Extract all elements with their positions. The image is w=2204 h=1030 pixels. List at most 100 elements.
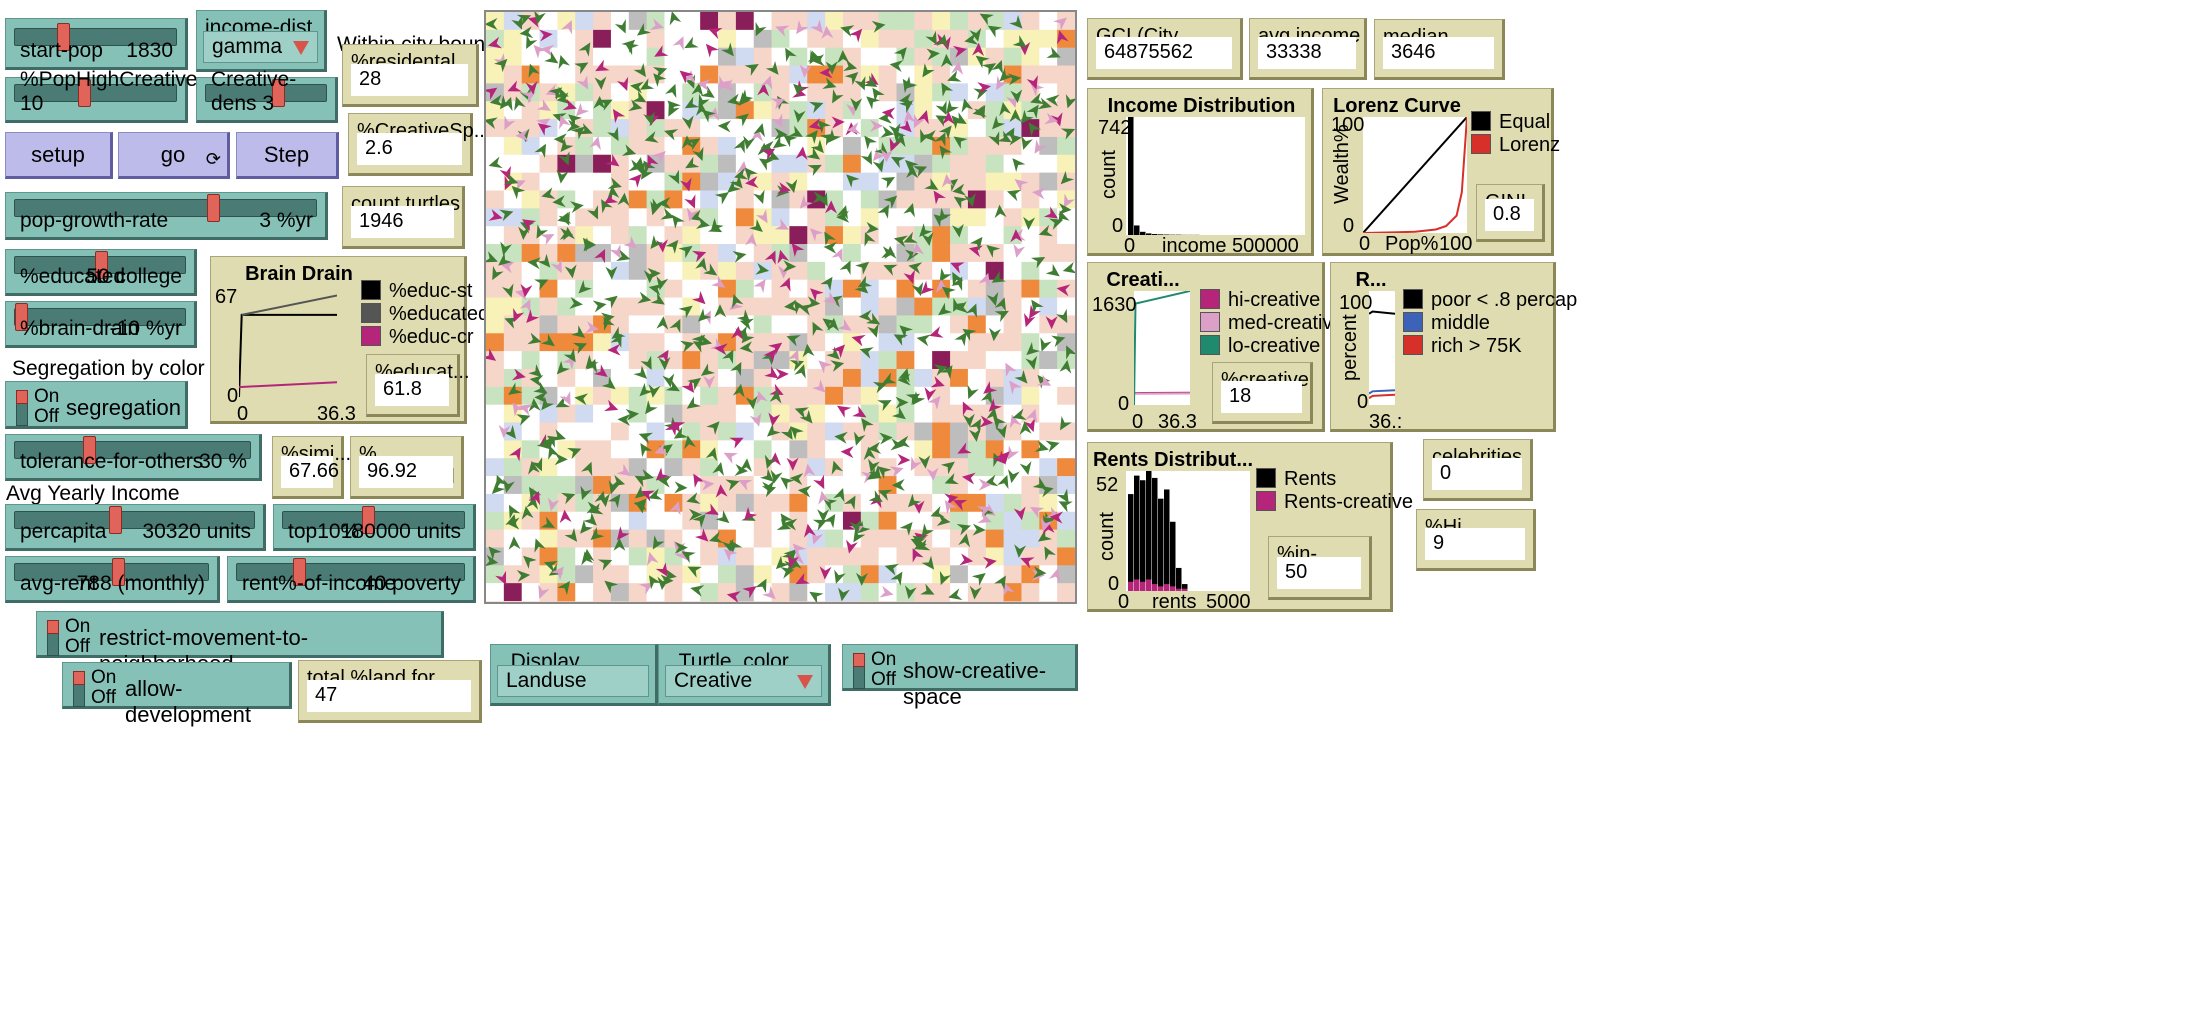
creative-patch bbox=[593, 29, 611, 48]
turtle-agent bbox=[536, 224, 549, 239]
turtle-agent bbox=[1040, 517, 1053, 532]
chooser-value[interactable]: Landuse bbox=[497, 665, 649, 697]
creative-patch bbox=[700, 12, 719, 30]
slider-thumb[interactable] bbox=[108, 506, 122, 534]
slider-track[interactable] bbox=[14, 308, 186, 326]
patch bbox=[985, 440, 1004, 459]
creative-dens-slider[interactable]: Creative-dens 3 bbox=[196, 68, 338, 123]
legend-swatch bbox=[1200, 289, 1220, 309]
slider-thumb[interactable] bbox=[78, 79, 92, 107]
slider-thumb[interactable] bbox=[57, 23, 71, 51]
avg-rent-slider[interactable]: avg-rent 788 (monthly) bbox=[5, 556, 220, 603]
turtle-color-chooser[interactable]: _Turtle_color Creative bbox=[658, 644, 831, 706]
switch-knob[interactable] bbox=[73, 671, 85, 707]
slider-thumb[interactable] bbox=[15, 303, 28, 331]
tolerance-for-others-slider[interactable]: tolerance-for-others 30 % bbox=[5, 434, 262, 481]
slider-track[interactable] bbox=[14, 441, 251, 459]
chooser-value[interactable]: Creative bbox=[665, 665, 822, 697]
slider-track[interactable] bbox=[14, 199, 317, 217]
turtle-agent bbox=[811, 530, 824, 545]
slider-thumb[interactable] bbox=[82, 436, 96, 464]
slider-thumb[interactable] bbox=[207, 194, 221, 222]
slider-track[interactable] bbox=[14, 84, 177, 102]
turtle-agent bbox=[983, 557, 997, 569]
rent-pct-of-income-slider[interactable]: rent%-of-income 40 poverty bbox=[227, 556, 476, 603]
patch bbox=[878, 476, 897, 495]
creativity-svg bbox=[1134, 291, 1190, 405]
slider-track[interactable] bbox=[236, 563, 465, 581]
patch bbox=[593, 511, 612, 530]
turtle-agent bbox=[757, 142, 770, 157]
legend-item: Rents bbox=[1256, 468, 1336, 491]
slider-thumb[interactable] bbox=[111, 558, 125, 586]
income-dist-chooser[interactable]: income-dist gamma bbox=[196, 10, 327, 72]
percapita-slider[interactable]: percapita 30320 units bbox=[5, 504, 266, 551]
world-view[interactable] bbox=[484, 10, 1077, 604]
x-axis-label: Pop% bbox=[1385, 233, 1439, 255]
turtle-agent bbox=[806, 296, 821, 309]
go-button[interactable]: go ⟳ bbox=[118, 132, 230, 179]
turtle-agent bbox=[834, 569, 846, 584]
switch-knob[interactable] bbox=[47, 620, 59, 656]
turtle-agent bbox=[891, 406, 906, 420]
turtle-agent bbox=[729, 437, 744, 449]
patch bbox=[1003, 226, 1022, 245]
patch bbox=[1039, 190, 1058, 209]
patch bbox=[1021, 404, 1040, 423]
patch bbox=[700, 386, 719, 405]
start-pop-slider[interactable]: start-pop 1830 bbox=[5, 18, 188, 70]
patch bbox=[825, 261, 844, 281]
patch bbox=[575, 261, 594, 281]
segregation-switch[interactable]: On Off segregation bbox=[5, 381, 188, 429]
slider-track[interactable] bbox=[14, 563, 209, 581]
slider-track[interactable] bbox=[205, 84, 327, 102]
slider-thumb[interactable] bbox=[272, 79, 285, 107]
turtle-agent bbox=[808, 118, 823, 130]
show-creative-space-switch[interactable]: On Off show-creative-space bbox=[842, 644, 1078, 709]
allow-development-switch[interactable]: On Off allow-development bbox=[62, 662, 292, 727]
turtle-agent bbox=[972, 523, 986, 536]
chooser-value[interactable]: gamma bbox=[203, 31, 318, 63]
pct-pop-high-creative-slider[interactable]: %PopHighCreative 10 bbox=[5, 68, 197, 123]
turtle-agent bbox=[492, 265, 504, 281]
turtle-agent bbox=[612, 108, 626, 124]
x-tick-max: 36.3 bbox=[317, 403, 356, 425]
turtle-agent bbox=[1045, 440, 1060, 453]
monitor-value: 0.8 bbox=[1485, 199, 1534, 231]
patch bbox=[789, 583, 808, 602]
pop-growth-rate-slider[interactable]: pop-growth-rate 3 %yr bbox=[5, 192, 328, 240]
turtle-agent bbox=[686, 207, 699, 222]
monitor-value: 64875562 bbox=[1096, 37, 1232, 69]
turtle-agent bbox=[694, 528, 709, 542]
turtle-agent bbox=[604, 399, 619, 412]
display-chooser[interactable]: _Display Landuse bbox=[490, 644, 658, 706]
step-button[interactable]: Step bbox=[236, 132, 339, 179]
patch bbox=[860, 12, 879, 31]
slider-thumb[interactable] bbox=[361, 506, 375, 534]
switch-knob[interactable] bbox=[853, 653, 865, 689]
slider-thumb[interactable] bbox=[95, 251, 108, 279]
legend-item: hi-creative bbox=[1200, 289, 1320, 312]
turtle-agent bbox=[877, 466, 892, 480]
turtle-agent bbox=[656, 316, 669, 330]
turtle-agent bbox=[637, 291, 652, 304]
patch bbox=[700, 565, 719, 584]
slider-track[interactable] bbox=[14, 511, 255, 529]
slider-track[interactable] bbox=[14, 28, 177, 46]
top10-slider[interactable]: top10% 180000 units bbox=[273, 504, 476, 551]
world-patches[interactable] bbox=[486, 12, 1075, 602]
turtle-agent bbox=[639, 582, 654, 595]
turtle-agent bbox=[819, 566, 832, 580]
switch-knob[interactable] bbox=[16, 390, 28, 426]
legend-label: med-creative bbox=[1228, 312, 1344, 334]
patch bbox=[932, 422, 951, 441]
restrict-movement-switch[interactable]: On Off restrict-movement-to-neighborhood bbox=[36, 611, 444, 676]
legend-label: rich > 75K bbox=[1431, 335, 1522, 357]
pct-educated-slider[interactable]: %educated 50 college bbox=[5, 249, 197, 296]
turtle-agent bbox=[569, 297, 583, 309]
patch bbox=[664, 511, 683, 530]
turtle-agent bbox=[964, 32, 979, 45]
pct-brain-drain-slider[interactable]: %brain-drain -10 %yr bbox=[5, 301, 197, 348]
setup-button[interactable]: setup bbox=[5, 132, 113, 179]
slider-thumb[interactable] bbox=[293, 558, 307, 586]
